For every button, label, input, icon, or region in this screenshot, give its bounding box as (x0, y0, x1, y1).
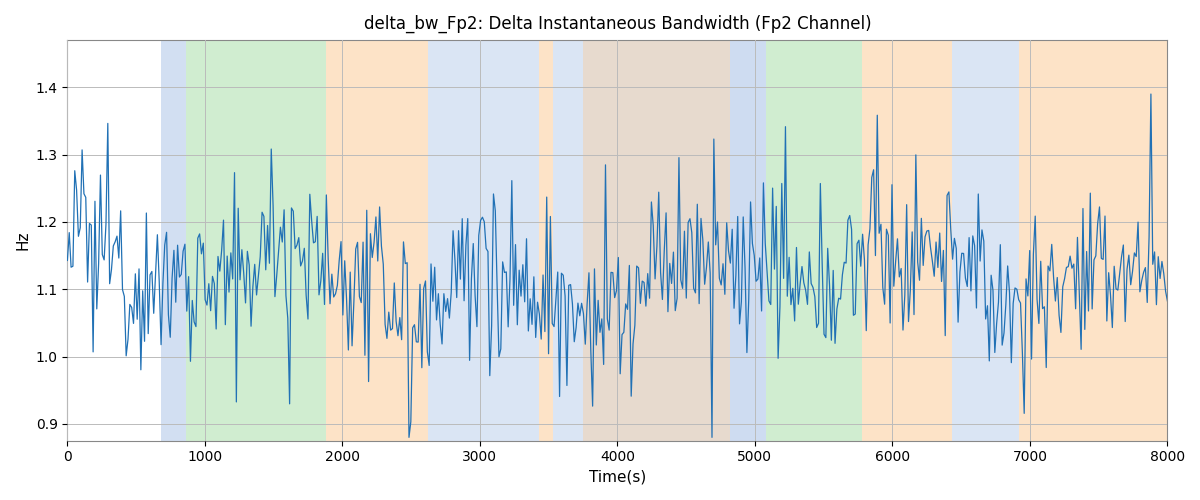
Bar (766, 40, 862, 440)
Bar (862, 40, 952, 440)
Bar (583, 40, 730, 440)
Title: delta_bw_Fp2: Delta Instantaneous Bandwidth (Fp2 Channel): delta_bw_Fp2: Delta Instantaneous Bandwi… (364, 15, 871, 34)
Bar (553, 40, 730, 440)
Y-axis label: Hz: Hz (16, 230, 30, 250)
Bar (186, 40, 326, 440)
Bar (952, 40, 1019, 440)
Bar (730, 40, 766, 440)
Bar (427, 40, 539, 440)
Bar (539, 40, 553, 440)
Bar (326, 40, 427, 440)
Bar (161, 40, 186, 440)
Bar (1019, 40, 1168, 440)
X-axis label: Time(s): Time(s) (589, 470, 646, 485)
